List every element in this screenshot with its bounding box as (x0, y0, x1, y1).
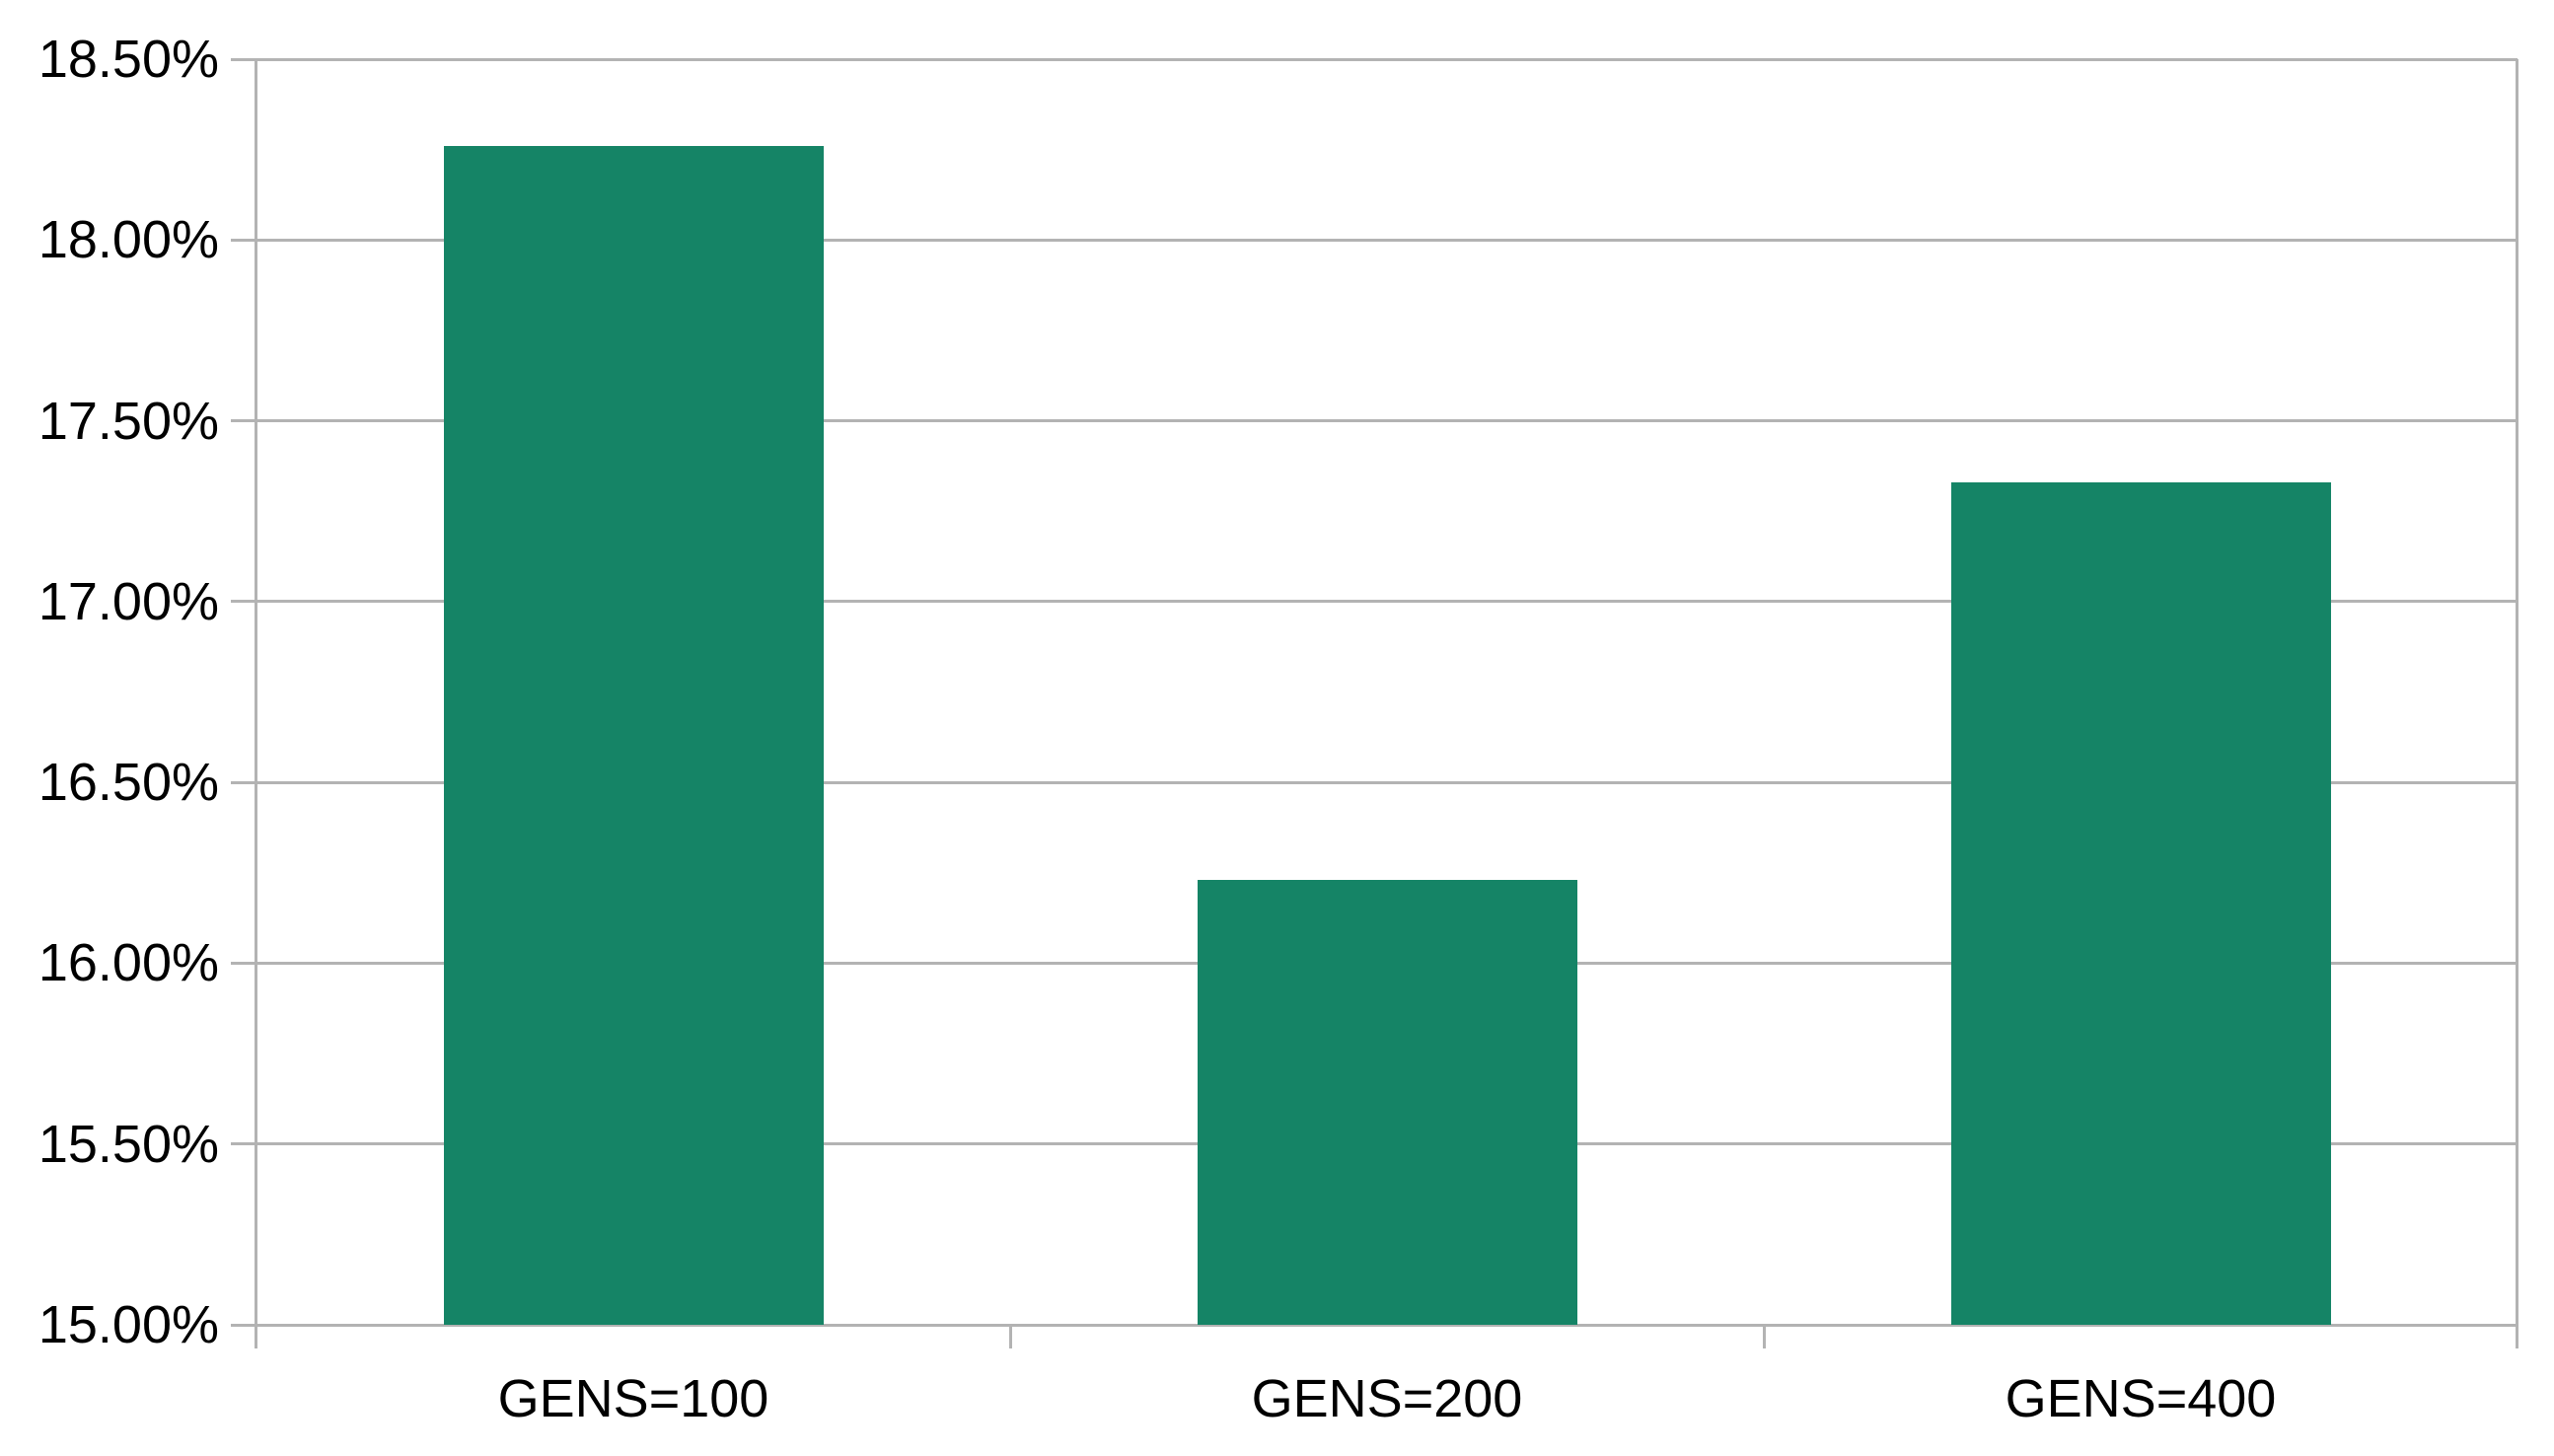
y-tick-label: 18.50% (37, 30, 219, 89)
y-tick-label: 16.00% (37, 933, 219, 992)
x-category-tick (1009, 1325, 1012, 1348)
bar (444, 146, 824, 1325)
x-tick-label: GENS=200 (1251, 1369, 1523, 1428)
y-gridline (231, 419, 2518, 422)
y-tick-label: 15.50% (37, 1115, 219, 1174)
y-tick-label: 16.50% (37, 753, 219, 812)
y-gridline (231, 781, 2518, 784)
y-gridline (231, 600, 2518, 603)
y-gridline (231, 239, 2518, 242)
y-tick-label: 17.50% (37, 392, 219, 451)
y-tick-label: 15.00% (37, 1295, 219, 1354)
y-tick-label: 17.00% (37, 572, 219, 631)
y-gridline (231, 1324, 2518, 1327)
plot-right-border-line (2516, 59, 2518, 1348)
bar (1198, 880, 1577, 1325)
y-gridline (231, 58, 2518, 61)
x-category-tick (1763, 1325, 1766, 1348)
x-tick-label: GENS=400 (2005, 1369, 2277, 1428)
y-tick-label: 18.00% (37, 210, 219, 269)
y-axis-line (255, 59, 257, 1348)
x-tick-label: GENS=100 (497, 1369, 769, 1428)
bar (1951, 482, 2331, 1325)
